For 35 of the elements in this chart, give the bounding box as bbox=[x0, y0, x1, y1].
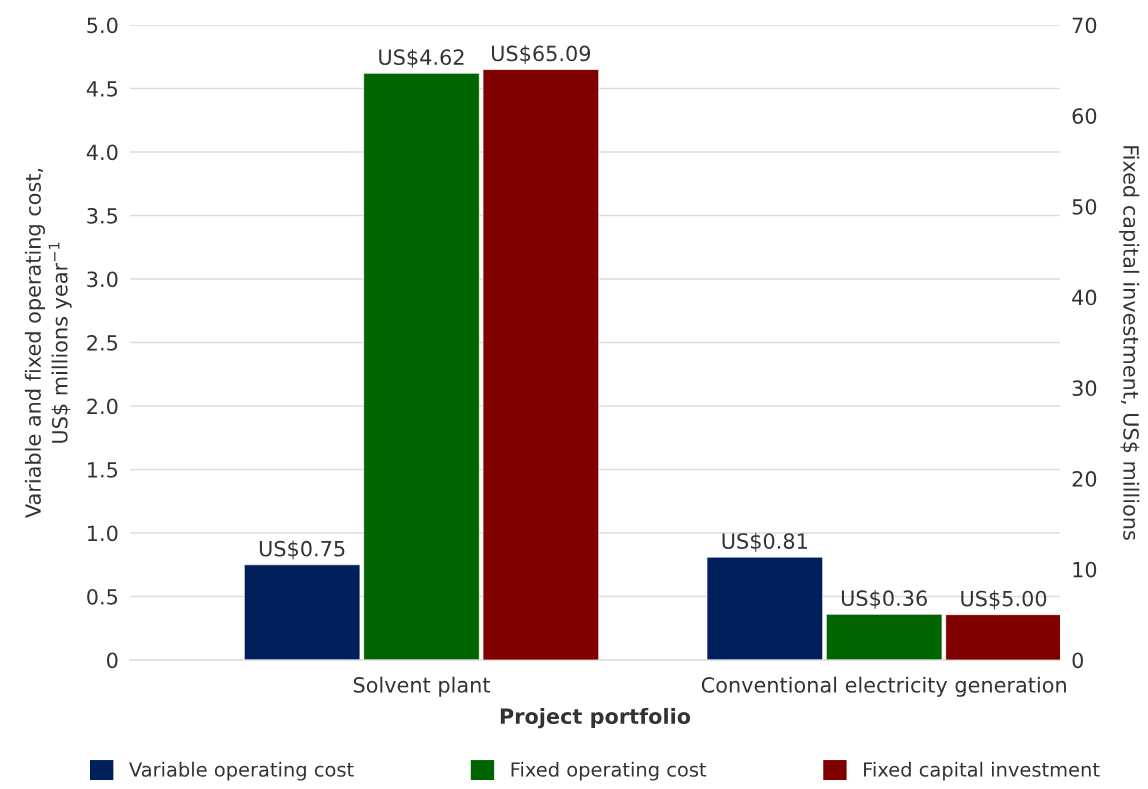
y-tick-label: 4.0 bbox=[86, 144, 118, 161]
x-tick-label: Solvent plant bbox=[353, 676, 491, 697]
y2-tick-label: 20 bbox=[1072, 471, 1097, 487]
data-label: US$4.62 bbox=[379, 48, 464, 68]
data-label: US$0.36 bbox=[841, 589, 927, 609]
y-tick-label: 1.5 bbox=[88, 462, 118, 478]
y2-axis-title: Fixed capital investment, US$ millions bbox=[1119, 146, 1140, 540]
y2-tick-label: 10 bbox=[1073, 561, 1097, 578]
data-label: US$0.75 bbox=[259, 540, 345, 560]
y2-tick-label: 70 bbox=[1072, 17, 1097, 34]
legend-label: Fixed capital investment bbox=[864, 761, 1100, 781]
y-tick-label: 2.0 bbox=[87, 398, 118, 415]
legend-label: Fixed operating cost bbox=[511, 761, 707, 781]
data-label: US$0.81 bbox=[722, 532, 807, 552]
bar bbox=[706, 556, 823, 660]
y-tick-label: 0.5 bbox=[87, 588, 118, 605]
data-label: US$5.00 bbox=[961, 590, 1047, 610]
y-tick-label: 2.5 bbox=[87, 334, 118, 351]
bar bbox=[243, 564, 361, 660]
y2-tick-label: 30 bbox=[1072, 380, 1097, 397]
y-tick-label: 1.0 bbox=[88, 525, 118, 542]
data-label: US$65.09 bbox=[491, 45, 591, 65]
y2-tick-label: 40 bbox=[1072, 289, 1097, 306]
y2-tick-label: 60 bbox=[1072, 108, 1097, 124]
y-tick-label: 5.0 bbox=[87, 17, 118, 34]
x-axis-title: Project portfolio bbox=[500, 707, 691, 729]
y-axis-title: Variable and fixed operating cost, US$ millions year$^{−1}$ bbox=[24, 168, 72, 518]
y2-tick-label: 0 bbox=[1072, 652, 1083, 669]
legend-label: Variable operating cost bbox=[129, 761, 354, 781]
y-tick-label: 4.5 bbox=[86, 81, 118, 97]
y-tick-label: 0 bbox=[107, 652, 118, 669]
x-tick-label: Conventional electricity generation bbox=[701, 676, 1066, 697]
y-tick-label: 3.5 bbox=[87, 207, 118, 224]
y-tick-label: 3.0 bbox=[87, 271, 118, 288]
y2-tick-label: 50 bbox=[1072, 198, 1097, 215]
